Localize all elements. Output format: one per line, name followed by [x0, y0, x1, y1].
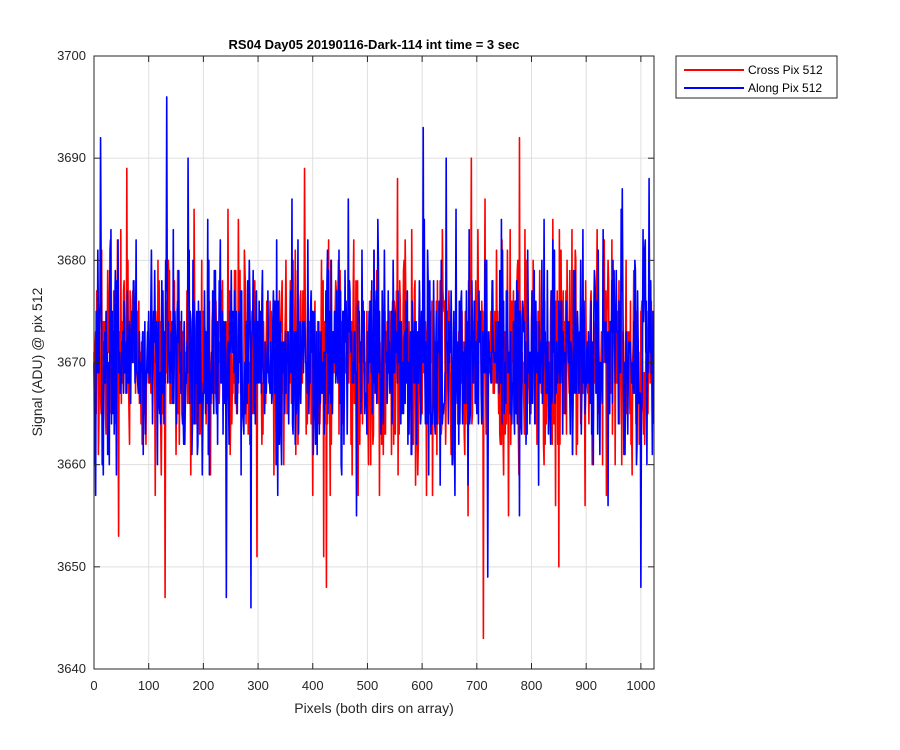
- legend-box: [675, 55, 838, 99]
- y-axis-label: Signal (ADU) @ pix 512: [29, 287, 45, 436]
- x-tick-label: 300: [247, 678, 269, 693]
- x-tick-label: 1000: [626, 678, 655, 693]
- x-tick-label: 200: [193, 678, 215, 693]
- y-tick-label: 3650: [57, 559, 86, 574]
- y-tick-label: 3660: [57, 457, 86, 472]
- y-tick-label: 3670: [57, 355, 86, 370]
- legend: Cross Pix 512 Along Pix 512: [675, 55, 838, 99]
- x-tick-label: 500: [357, 678, 379, 693]
- y-tick-label: 3690: [57, 150, 86, 165]
- x-tick-label: 700: [466, 678, 488, 693]
- axis-ticks: 0 100 200 300 400 500 600 700 800 900 1000 3640 3650…: [57, 48, 655, 693]
- x-tick-label: 400: [302, 678, 324, 693]
- x-tick-label: 900: [575, 678, 597, 693]
- legend-label-along: Along Pix 512: [748, 81, 822, 95]
- x-tick-label: 600: [411, 678, 433, 693]
- series-layer: [93, 96, 655, 640]
- legend-label-cross: Cross Pix 512: [748, 63, 823, 77]
- y-tick-label: 3640: [57, 661, 86, 676]
- y-tick-label: 3680: [57, 252, 86, 267]
- x-axis-label: Pixels (both dirs on array): [294, 700, 454, 716]
- x-tick-label: 100: [138, 678, 160, 693]
- series-line-1: [93, 96, 655, 609]
- chart-title: RS04 Day05 20190116-Dark-114 int time = …: [229, 37, 520, 52]
- x-tick-label: 800: [521, 678, 543, 693]
- x-tick-label: 0: [90, 678, 97, 693]
- y-tick-label: 3700: [57, 48, 86, 63]
